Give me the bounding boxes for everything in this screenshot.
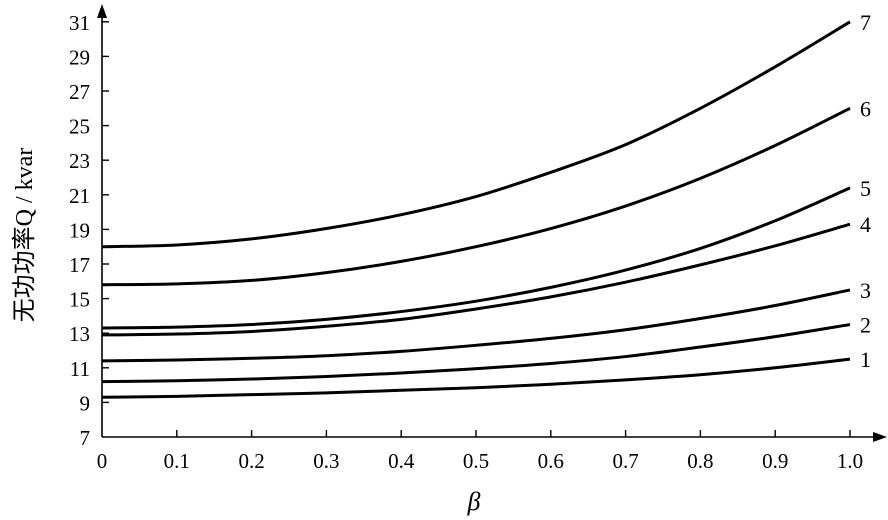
y-tick-label: 23 bbox=[69, 149, 90, 173]
y-tick-label: 29 bbox=[69, 45, 90, 69]
series-curve-3 bbox=[101, 288, 851, 363]
x-tick-label: 0.7 bbox=[612, 449, 638, 473]
series-label-5: 5 bbox=[860, 176, 871, 201]
x-tick-label: 0.5 bbox=[463, 449, 489, 473]
x-tick-label: 0.8 bbox=[687, 449, 713, 473]
series-curves bbox=[101, 20, 851, 399]
series-curve-1 bbox=[101, 357, 851, 399]
series-label-7: 7 bbox=[860, 10, 871, 35]
x-tick-label: 0.6 bbox=[538, 449, 564, 473]
series-curve-4 bbox=[101, 222, 851, 337]
x-axis-title: β bbox=[467, 487, 481, 516]
y-tick-label: 17 bbox=[69, 253, 90, 277]
series-label-2: 2 bbox=[860, 313, 871, 338]
y-tick-label: 11 bbox=[70, 357, 90, 381]
series-label-3: 3 bbox=[860, 278, 871, 303]
series-labels: 1 2 3 4 5 6 7 bbox=[860, 10, 871, 372]
series-label-6: 6 bbox=[860, 96, 871, 121]
y-tick-label: 25 bbox=[69, 115, 90, 139]
x-tick-label: 0.3 bbox=[313, 449, 339, 473]
y-tick-label: 15 bbox=[69, 288, 90, 312]
axes bbox=[97, 4, 887, 442]
x-tick-label: 0 bbox=[97, 449, 108, 473]
ticks: 0 0.1 0.2 0.3 0.4 0.5 0.6 0.7 0.8 0.9 1.0 7 9 11 13 15 1… bbox=[69, 11, 863, 473]
y-tick-label: 13 bbox=[69, 322, 90, 346]
x-tick-label: 1.0 bbox=[837, 449, 863, 473]
y-tick-label: 19 bbox=[69, 218, 90, 242]
series-curve-6 bbox=[101, 106, 851, 287]
series-label-4: 4 bbox=[860, 212, 871, 237]
x-axis-arrow bbox=[873, 432, 887, 442]
series-label-1: 1 bbox=[860, 347, 871, 372]
x-tick-label: 0.1 bbox=[164, 449, 190, 473]
x-tick-label: 0.4 bbox=[388, 449, 415, 473]
series-curve-2 bbox=[101, 323, 851, 384]
y-tick-label: 21 bbox=[69, 184, 90, 208]
y-tick-label: 9 bbox=[80, 391, 91, 415]
y-tick-label: 31 bbox=[69, 11, 90, 35]
y-axis-arrow bbox=[97, 4, 107, 18]
y-tick-label: 27 bbox=[69, 80, 90, 104]
y-axis-title: 无功功率Q / kvar bbox=[11, 148, 38, 323]
y-tick-label: 7 bbox=[80, 426, 91, 450]
x-tick-label: 0.9 bbox=[762, 449, 788, 473]
x-tick-label: 0.2 bbox=[238, 449, 264, 473]
series-curve-7 bbox=[101, 20, 851, 249]
series-curve-5 bbox=[101, 186, 851, 330]
